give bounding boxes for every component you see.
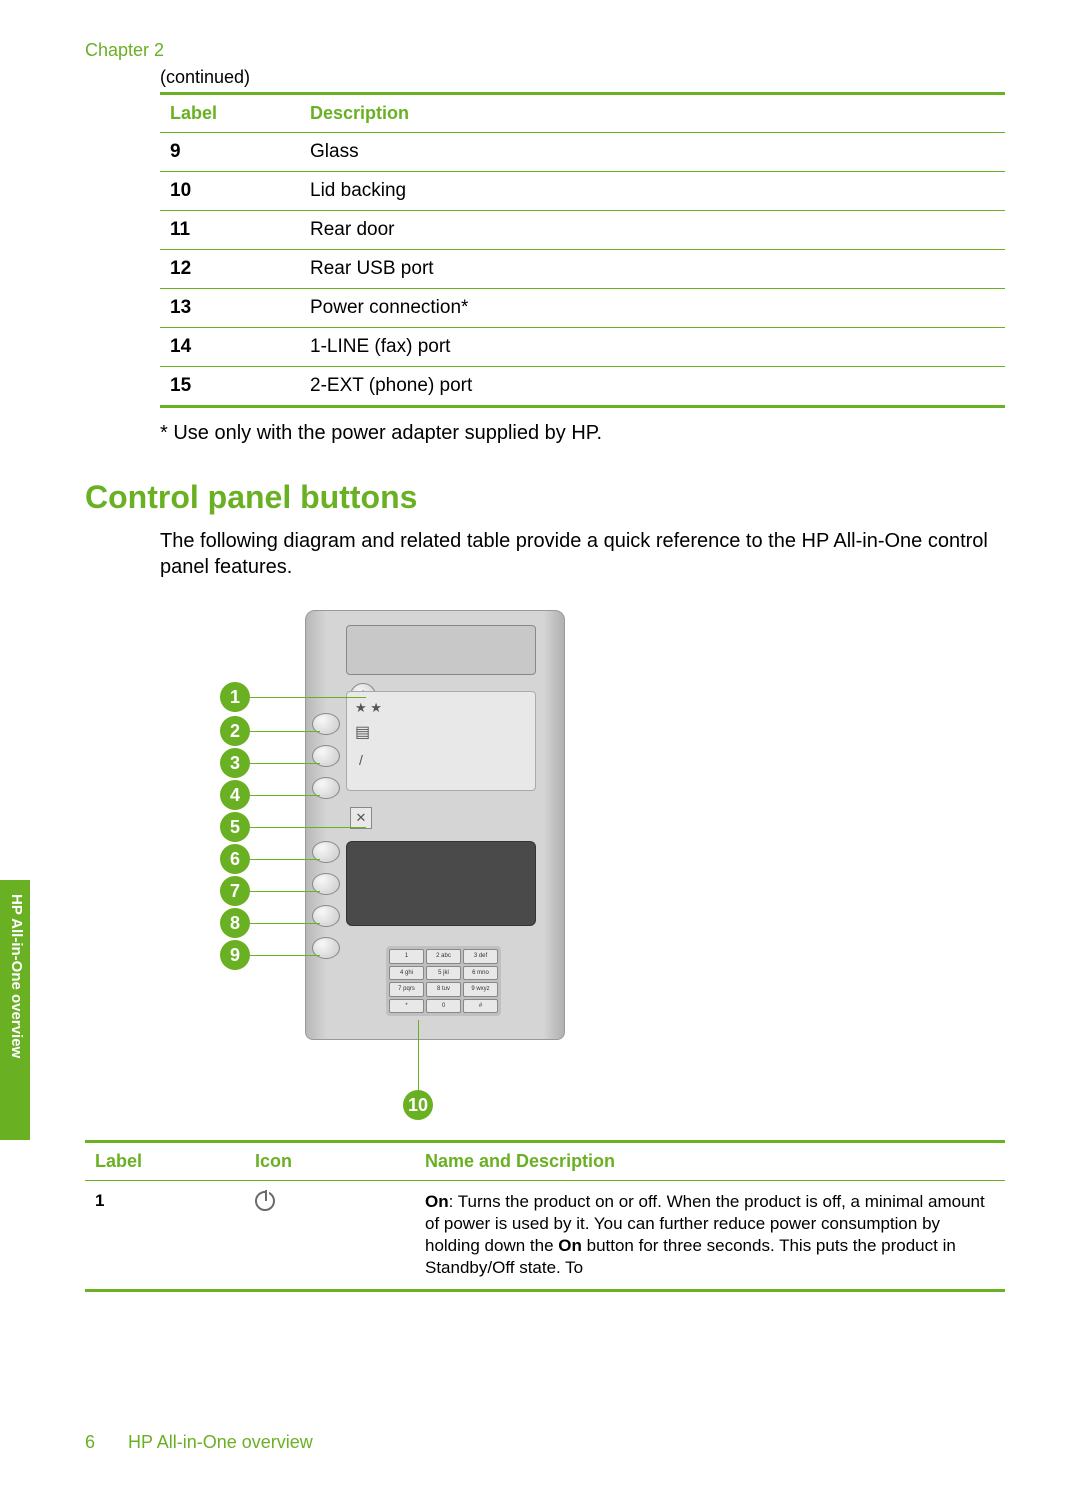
parts-desc-cell: Rear door: [300, 211, 1005, 250]
keypad-key: 1: [389, 949, 424, 964]
buttons-table: Label Icon Name and Description 1 On: Tur…: [85, 1140, 1005, 1292]
parts-desc-cell: Rear USB port: [300, 250, 1005, 289]
callout-6: 6: [220, 844, 250, 874]
callout-8: 8: [220, 908, 250, 938]
button-desc-cell: On: Turns the product on or off. When th…: [415, 1181, 1005, 1291]
callout-line: [418, 1020, 419, 1090]
table-row: 12Rear USB port: [160, 250, 1005, 289]
callout-5: 5: [220, 812, 250, 842]
side-tab: HP All-in-One overview: [0, 880, 30, 1140]
callout-line: [250, 827, 366, 828]
continued-label: (continued): [160, 67, 1005, 88]
parts-label-cell: 11: [160, 211, 300, 250]
stars-icon: ★ ★: [355, 700, 527, 716]
callout-line: [250, 955, 320, 956]
table-row: 13Power connection*: [160, 289, 1005, 328]
keypad-key: *: [389, 999, 424, 1014]
power-icon: [255, 1191, 275, 1211]
panel-top-screen: [346, 625, 536, 675]
page-content: Chapter 2 (continued) Label Description …: [85, 40, 1005, 1292]
callout-line: [250, 763, 320, 764]
device-panel: ⏻ ★ ★ ▤ / ✕ 12 abc3 def4 ghi5 jkl6 mno7 …: [305, 610, 565, 1040]
cancel-button-graphic: ✕: [350, 807, 372, 829]
table-row: 10Lid backing: [160, 172, 1005, 211]
slash-icon: /: [359, 752, 527, 768]
callout-3: 3: [220, 748, 250, 778]
parts-header-label: Label: [160, 94, 300, 133]
callout-9: 9: [220, 940, 250, 970]
button-label-cell: 1: [85, 1181, 245, 1291]
callout-line: [250, 697, 366, 698]
doc-icon: ▤: [355, 722, 527, 742]
callout-1: 1: [220, 682, 250, 712]
parts-header-description: Description: [300, 94, 1005, 133]
table-row: 141-LINE (fax) port: [160, 328, 1005, 367]
buttons-header-name-desc: Name and Description: [415, 1142, 1005, 1181]
parts-label-cell: 9: [160, 133, 300, 172]
callout-line: [250, 923, 320, 924]
section-heading: Control panel buttons: [85, 479, 1005, 516]
parts-desc-cell: Power connection*: [300, 289, 1005, 328]
callout-line: [250, 795, 320, 796]
table-row: 1 On: Turns the product on or off. When t…: [85, 1181, 1005, 1291]
keypad-key: 8 tuv: [426, 982, 461, 997]
callout-line: [250, 731, 320, 732]
callout-4: 4: [220, 780, 250, 810]
keypad-key: #: [463, 999, 498, 1014]
keypad-key: 3 def: [463, 949, 498, 964]
parts-label-cell: 12: [160, 250, 300, 289]
parts-label-cell: 10: [160, 172, 300, 211]
panel-dark-screen: [346, 841, 536, 926]
parts-label-cell: 15: [160, 367, 300, 407]
chapter-label: Chapter 2: [85, 40, 1005, 61]
page-number: 6: [85, 1432, 95, 1452]
callout-7: 7: [220, 876, 250, 906]
table-row: 152-EXT (phone) port: [160, 367, 1005, 407]
page-footer: 6 HP All-in-One overview: [85, 1432, 313, 1453]
table-row: 11Rear door: [160, 211, 1005, 250]
callout-2: 2: [220, 716, 250, 746]
parts-desc-cell: 2-EXT (phone) port: [300, 367, 1005, 407]
control-panel-diagram: ⏻ ★ ★ ▤ / ✕ 12 abc3 def4 ghi5 jkl6 mno7 …: [160, 610, 1005, 1120]
keypad-key: 4 ghi: [389, 966, 424, 981]
parts-table: Label Description 9Glass10Lid backing11R…: [160, 92, 1005, 408]
button-icon-cell: [245, 1181, 415, 1291]
parts-label-cell: 13: [160, 289, 300, 328]
buttons-header-icon: Icon: [245, 1142, 415, 1181]
parts-desc-cell: Glass: [300, 133, 1005, 172]
panel-mid-screen: ★ ★ ▤ /: [346, 691, 536, 791]
callout-line: [250, 891, 320, 892]
parts-desc-cell: Lid backing: [300, 172, 1005, 211]
keypad-key: 5 jkl: [426, 966, 461, 981]
parts-label-cell: 14: [160, 328, 300, 367]
keypad-key: 6 mno: [463, 966, 498, 981]
keypad-key: 9 wxyz: [463, 982, 498, 997]
callout-line: [250, 859, 320, 860]
intro-text: The following diagram and related table …: [160, 528, 1005, 580]
keypad-key: 7 pqrs: [389, 982, 424, 997]
keypad-key: 2 abc: [426, 949, 461, 964]
parts-desc-cell: 1-LINE (fax) port: [300, 328, 1005, 367]
callout-10: 10: [403, 1090, 433, 1120]
keypad-key: 0: [426, 999, 461, 1014]
footer-title: HP All-in-One overview: [128, 1432, 313, 1452]
panel-keypad: 12 abc3 def 4 ghi5 jkl6 mno 7 pqrs8 tuv9 w…: [386, 946, 501, 1016]
table-row: 9Glass: [160, 133, 1005, 172]
footnote: * Use only with the power adapter suppli…: [160, 422, 1005, 445]
buttons-header-label: Label: [85, 1142, 245, 1181]
